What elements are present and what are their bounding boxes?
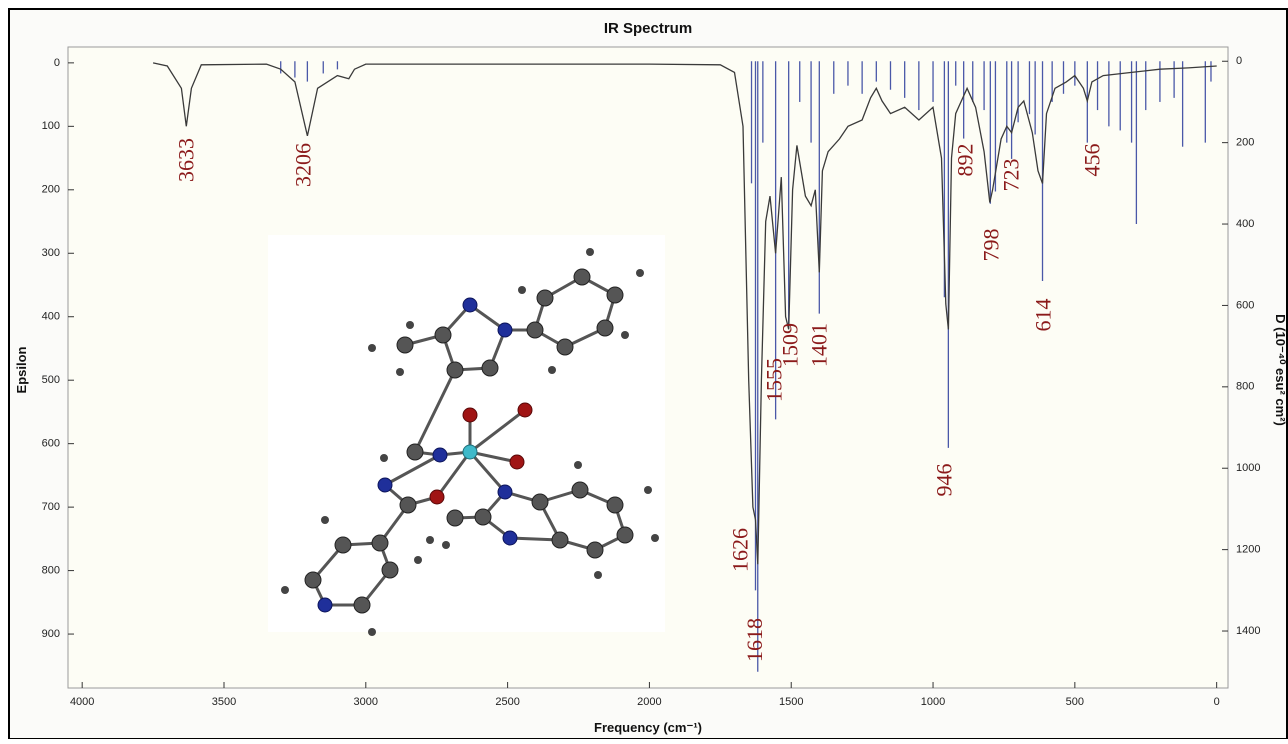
y2-tick-label: 1400 (1236, 625, 1260, 637)
y2-tick-label: 400 (1236, 218, 1254, 230)
metal-atom (463, 445, 477, 459)
y-tick-label: 200 (42, 184, 60, 196)
y2-tick-label: 1200 (1236, 544, 1260, 556)
chart: IR Spectrum Frequency (cm⁻¹) Epsilon D (… (0, 0, 1288, 739)
y-tick-label: 900 (42, 628, 60, 640)
y-tick-label: 0 (54, 57, 60, 69)
peak-label: 3633 (173, 138, 198, 182)
y2-tick-label: 1000 (1236, 462, 1260, 474)
chart-title: IR Spectrum (604, 20, 692, 37)
x-tick-label: 1000 (921, 696, 945, 708)
peak-label: 1618 (742, 618, 767, 662)
peak-label: 1626 (727, 528, 752, 572)
peak-label: 614 (1031, 299, 1056, 332)
molecule-inset (268, 235, 665, 636)
peak-label: 1401 (806, 323, 831, 367)
x-tick-label: 2000 (637, 696, 661, 708)
y2-tick-label: 800 (1236, 381, 1254, 393)
inset-background (268, 235, 665, 632)
y2-tick-label: 0 (1236, 55, 1242, 67)
peak-label: 456 (1079, 144, 1104, 177)
peak-label: 1509 (778, 323, 803, 367)
x-axis-label: Frequency (cm⁻¹) (594, 720, 702, 735)
peak-label: 798 (978, 229, 1003, 262)
x-tick-label: 1500 (779, 696, 803, 708)
y-axis-label: Epsilon (14, 346, 29, 393)
y-tick-label: 500 (42, 374, 60, 386)
y-tick-label: 300 (42, 247, 60, 259)
peak-label: 892 (953, 144, 978, 177)
peak-label: 3206 (290, 143, 315, 187)
x-tick-label: 0 (1214, 696, 1220, 708)
peak-label: 946 (931, 464, 956, 497)
y-tick-label: 800 (42, 564, 60, 576)
y-tick-label: 100 (42, 120, 60, 132)
y-tick-label: 700 (42, 501, 60, 513)
y2-tick-label: 600 (1236, 299, 1254, 311)
y2-tick-label: 200 (1236, 137, 1254, 149)
x-tick-label: 4000 (70, 696, 94, 708)
x-tick-label: 3000 (354, 696, 378, 708)
x-tick-label: 3500 (212, 696, 236, 708)
x-tick-label: 2500 (495, 696, 519, 708)
y-tick-label: 600 (42, 438, 60, 450)
x-tick-label: 500 (1066, 696, 1084, 708)
y2-axis-label: D (10⁻⁴⁰ esu² cm²) (1273, 314, 1288, 426)
y-tick-label: 400 (42, 311, 60, 323)
peak-label: 723 (999, 159, 1024, 192)
